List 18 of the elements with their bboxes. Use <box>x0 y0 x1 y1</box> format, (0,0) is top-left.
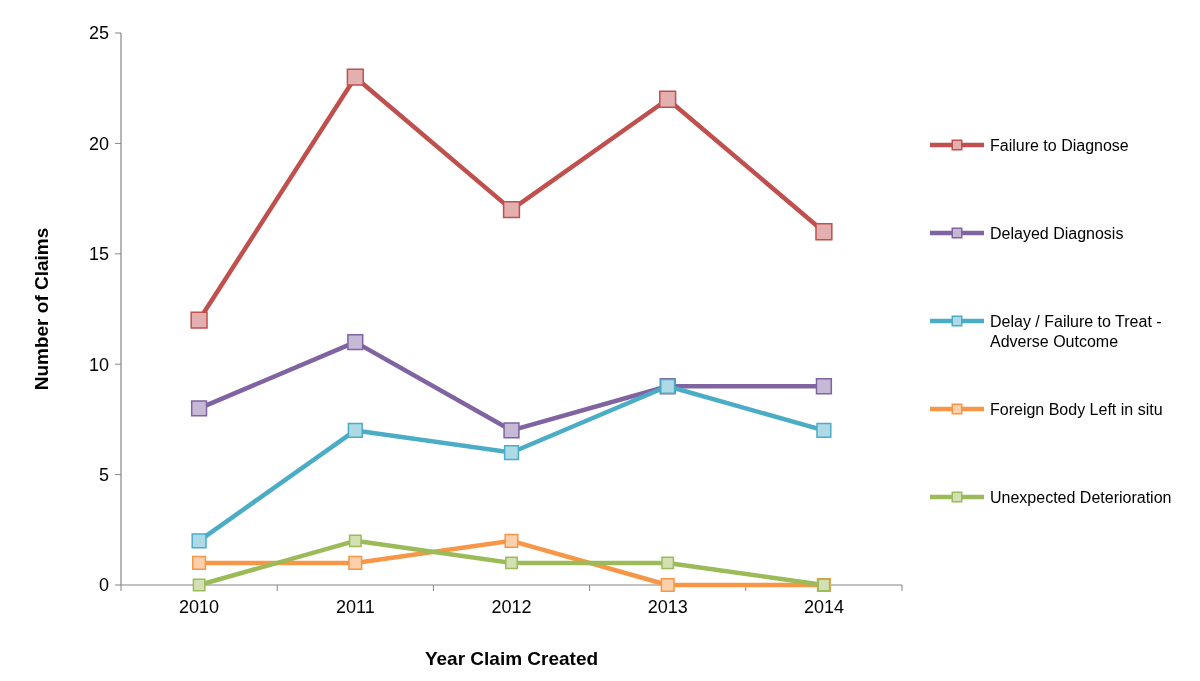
x-tick-label: 2013 <box>647 597 688 617</box>
legend-label: Unexpected Deterioration <box>990 488 1172 506</box>
y-tick-label: 20 <box>88 133 109 154</box>
y-tick-label: 15 <box>88 244 109 265</box>
x-tick-label: 2011 <box>335 597 375 617</box>
y-tick-label: 5 <box>98 464 109 485</box>
y-tick-label: 25 <box>88 23 109 44</box>
y-axis-title: Number of Claims <box>31 227 52 391</box>
legend-label: Foreign Body Left in situ <box>990 400 1163 418</box>
x-tick-label: 2010 <box>179 597 220 617</box>
y-tick-label: 10 <box>88 354 109 375</box>
legend-label: Failure to Diagnose <box>990 136 1129 154</box>
x-axis-title: Year Claim Created <box>424 648 599 669</box>
y-tick-label: 0 <box>98 575 109 596</box>
legend-label: Delayed Diagnosis <box>990 224 1124 242</box>
x-tick-label: 2012 <box>491 597 532 617</box>
legend-label: Delay / Failure to Treat - Adverse Outcome <box>990 312 1162 351</box>
x-tick-label: 2014 <box>803 597 844 617</box>
